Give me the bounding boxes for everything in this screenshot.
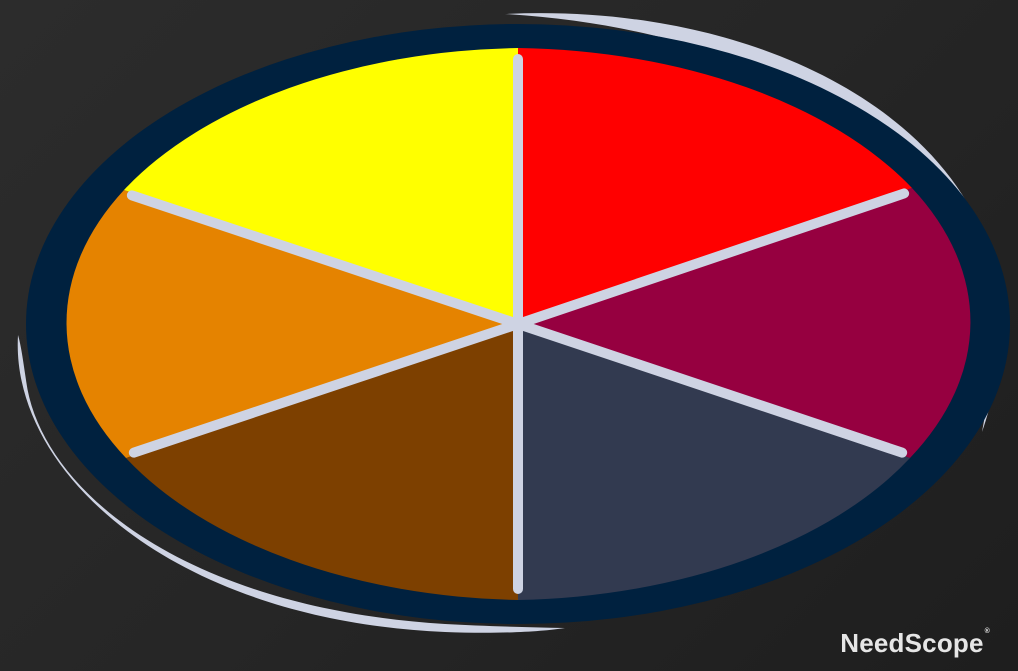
wheel-segments <box>66 48 971 600</box>
needscope-logo: NeedScope® <box>840 628 990 659</box>
trademark-mark: ® <box>984 628 990 635</box>
spoke-lower-left <box>128 319 523 458</box>
segment-slate <box>518 324 910 600</box>
wheel-spokes <box>126 54 910 594</box>
segment-yellow <box>124 48 518 324</box>
spoke-upper-right <box>513 188 910 329</box>
spoke-lower-right <box>513 319 908 458</box>
segment-orange <box>66 190 519 458</box>
spoke-upper-left <box>126 190 523 329</box>
swoosh-top-right <box>505 13 1000 432</box>
segment-crimson <box>518 188 971 458</box>
brand-name: NeedScope <box>840 628 984 658</box>
segment-brown <box>126 324 518 600</box>
segment-red <box>518 48 912 324</box>
